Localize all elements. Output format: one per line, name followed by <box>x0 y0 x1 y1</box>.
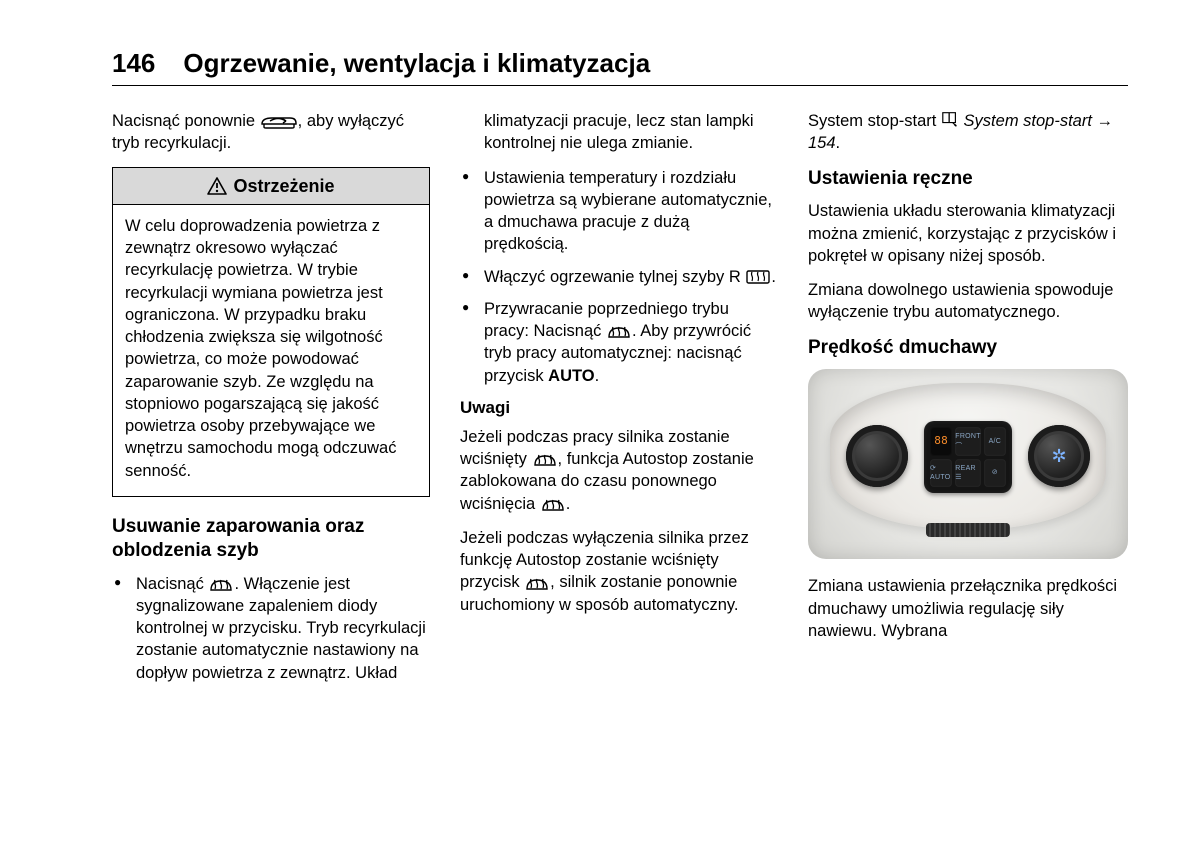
bullet-1: Nacisnąć . Włączenie jest sygnalizowane … <box>112 573 430 684</box>
column-2: klimatyzacji pracuje, lecz stan lampki k… <box>460 110 778 694</box>
column-3: System stop-start System stop-start → 15… <box>808 110 1128 694</box>
manual-p1: Ustawienia układu sterowania klimatyzacj… <box>808 200 1128 267</box>
blower-caption: Zmiana ustawienia przełącznika prędkości… <box>808 575 1128 642</box>
defrost-front-icon <box>532 452 558 467</box>
manual-p2: Zmiana dowolnego ustawienia spowoduje wy… <box>808 279 1128 324</box>
auto-label: AUTO <box>548 367 594 385</box>
ref-a: System stop-start <box>808 112 941 130</box>
bullet-list-2: Ustawienia temperatury i rozdziału powie… <box>460 167 778 387</box>
page-header: 146 Ogrzewanie, wentylacja i klimatyzacj… <box>112 48 1128 86</box>
book-ref-icon <box>941 112 959 130</box>
uwagi-p1-c: . <box>566 495 571 513</box>
page-title: Ogrzewanie, wentylacja i klimatyzacja <box>183 48 650 79</box>
ref-arrow: → <box>1092 112 1113 130</box>
bullet-1-continued: klimatyzacji pracuje, lecz stan lampki k… <box>460 110 778 155</box>
b4-text-c: . <box>595 367 600 385</box>
defrost-rear-icon <box>745 269 771 285</box>
climate-panel-figure: ✲ 88 FRONT ⌒ A/C ⟳ AUTO REAR ☰ ⊘ <box>808 369 1128 559</box>
ref-italic: System stop-start <box>964 112 1092 130</box>
content-columns: Nacisnąć ponownie , aby wyłączyć tryb re… <box>112 110 1128 694</box>
page-number: 146 <box>112 48 155 79</box>
center-button-panel: 88 FRONT ⌒ A/C ⟳ AUTO REAR ☰ ⊘ <box>924 421 1012 493</box>
bullet-3: Włączyć ogrzewanie tylnej szyby R . <box>460 266 778 288</box>
manual-page: 146 Ogrzewanie, wentylacja i klimatyzacj… <box>0 0 1200 847</box>
vent-strip <box>926 523 1010 537</box>
temp-display: 88 <box>930 427 952 456</box>
column-1: Nacisnąć ponownie , aby wyłączyć tryb re… <box>112 110 430 694</box>
intro-paragraph: Nacisnąć ponownie , aby wyłączyć tryb re… <box>112 110 430 155</box>
b3-text-b: . <box>771 268 776 286</box>
defrost-front-icon <box>540 497 566 512</box>
defrost-front-icon <box>524 576 550 591</box>
warning-label: Ostrzeżenie <box>233 174 334 198</box>
warning-heading: Ostrzeżenie <box>113 168 429 205</box>
fan-speed-knob: ✲ <box>1028 425 1090 487</box>
b3-text-a: Włączyć ogrzewanie tylnej szyby R <box>484 268 745 286</box>
b1-text-a: Nacisnąć <box>136 575 208 593</box>
heading-uwagi: Uwagi <box>460 397 778 420</box>
panel-btn-front: FRONT ⌒ <box>955 427 980 456</box>
warning-triangle-icon <box>207 177 227 195</box>
recirc-icon <box>260 114 298 130</box>
panel-btn-off: ⊘ <box>984 459 1006 488</box>
panel-btn-rear: REAR ☰ <box>955 459 980 488</box>
bullet-2: Ustawienia temperatury i rozdziału powie… <box>460 167 778 256</box>
defrost-front-icon <box>606 324 632 339</box>
uwagi-p2: Jeżeli podczas wyłączenia silnika przez … <box>460 527 778 616</box>
warning-body: W celu doprowadzenia powietrza z zewnątr… <box>113 205 429 496</box>
intro-text-a: Nacisnąć ponownie <box>112 112 260 130</box>
defrost-front-icon <box>208 577 234 592</box>
fan-icon: ✲ <box>1028 425 1090 487</box>
ref-c: . <box>836 134 841 152</box>
heading-blower: Prędkość dmuchawy <box>808 336 1128 360</box>
panel-btn-auto: ⟳ AUTO <box>930 459 952 488</box>
cross-ref: System stop-start System stop-start → 15… <box>808 110 1128 155</box>
bullet-list-1: Nacisnąć . Włączenie jest sygnalizowane … <box>112 573 430 684</box>
heading-manual: Ustawienia ręczne <box>808 167 1128 191</box>
bullet-4: Przywracanie poprzedniego trybu pracy: N… <box>460 298 778 387</box>
panel-btn-ac: A/C <box>984 427 1006 456</box>
uwagi-p1: Jeżeli podczas pracy silnika zostanie wc… <box>460 426 778 515</box>
warning-box: Ostrzeżenie W celu doprowadzenia powietr… <box>112 167 430 497</box>
temperature-knob <box>846 425 908 487</box>
ref-page: 154 <box>808 134 836 152</box>
heading-defog: Usuwanie zaparowania oraz oblodzenia szy… <box>112 515 430 563</box>
